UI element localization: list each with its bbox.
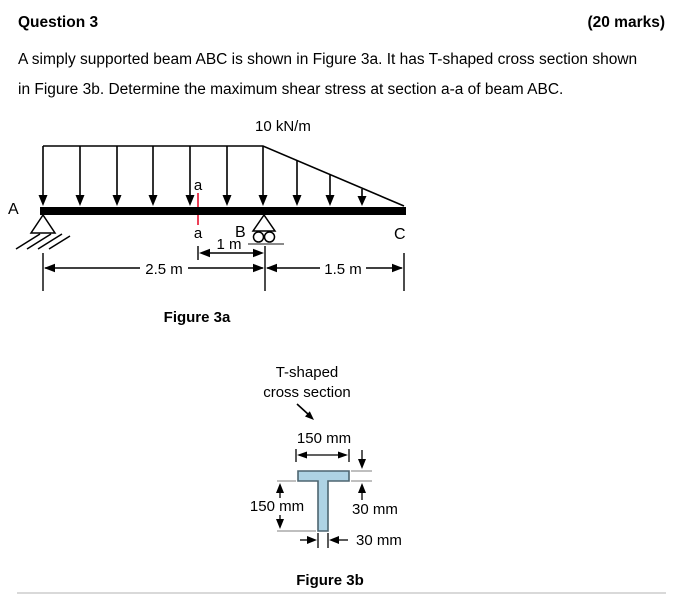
dimension-spans: 2.5 m 1.5 m bbox=[42, 246, 405, 291]
point-label-b: B bbox=[235, 224, 246, 241]
uniform-load-arrows bbox=[38, 146, 268, 206]
question-text: A simply supported beam ABC is shown in … bbox=[18, 45, 637, 105]
cross-section-title-line-1: T-shaped bbox=[276, 364, 339, 381]
cross-section-title-line-2: cross section bbox=[263, 384, 351, 401]
dim-stem-height-label: 150 mm bbox=[250, 498, 304, 515]
dim-flange-thickness: 30 mm bbox=[352, 450, 398, 518]
load-intensity-label: 10 kN/m bbox=[255, 118, 311, 135]
point-label-c: C bbox=[394, 226, 406, 243]
cross-section-title: T-shaped cross section bbox=[263, 364, 351, 401]
figure-3a-beam-diagram: 10 kN/m a a A B C bbox=[8, 118, 406, 326]
t-section-shape bbox=[297, 470, 350, 532]
marks-label: (20 marks) bbox=[587, 14, 665, 31]
pointer-arrow-icon bbox=[296, 403, 314, 420]
dim-stem-width-label: 30 mm bbox=[356, 532, 402, 549]
dim-stem-width: 30 mm bbox=[300, 532, 402, 549]
extension-lines bbox=[277, 470, 372, 532]
question-title: Question 3 bbox=[18, 14, 99, 31]
dim-flange-width: 150 mm bbox=[295, 430, 351, 462]
bottom-divider bbox=[17, 592, 666, 594]
dimension-section-to-b: 1 m bbox=[197, 236, 264, 260]
question-text-line-1: A simply supported beam ABC is shown in … bbox=[18, 51, 638, 68]
question-header: Question 3 (20 marks) bbox=[18, 14, 665, 32]
beam bbox=[40, 207, 406, 215]
support-a-pin-icon bbox=[15, 213, 71, 250]
triangular-load-arrows bbox=[292, 161, 367, 206]
figure-3a-caption: Figure 3a bbox=[164, 309, 231, 326]
section-label-bottom: a bbox=[194, 225, 203, 242]
dimension-1-5m-label: 1.5 m bbox=[324, 261, 362, 278]
figure-3b-cross-section-diagram: T-shaped cross section 150 mm bbox=[250, 364, 402, 589]
support-b-roller-icon bbox=[248, 213, 284, 245]
dim-flange-width-label: 150 mm bbox=[297, 430, 351, 447]
dim-stem-height: 150 mm bbox=[250, 483, 304, 529]
figure-3b-caption: Figure 3b bbox=[296, 572, 364, 589]
question-text-line-2: in Figure 3b. Determine the maximum shea… bbox=[18, 81, 564, 98]
dimension-1m-label: 1 m bbox=[216, 236, 241, 253]
point-label-a: A bbox=[8, 201, 19, 218]
dim-flange-thickness-label: 30 mm bbox=[352, 501, 398, 518]
dimension-2-5m-label: 2.5 m bbox=[145, 261, 183, 278]
section-label-top: a bbox=[194, 177, 203, 194]
